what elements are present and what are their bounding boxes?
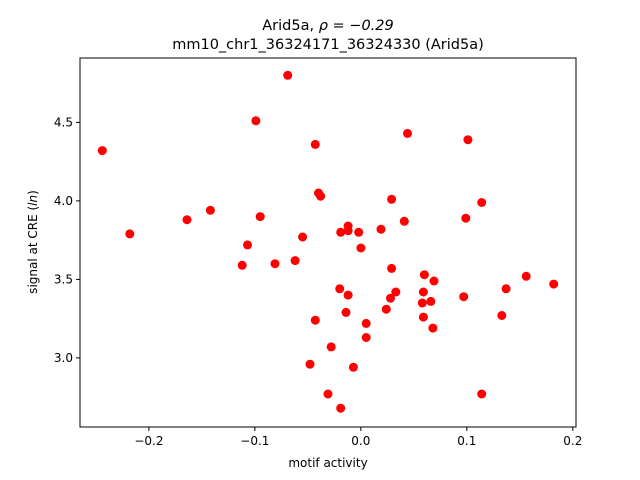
y-tick-label-0: 3.0 <box>54 351 73 365</box>
y-tick-label-1: 3.5 <box>54 272 73 286</box>
data-point-22 <box>243 240 252 250</box>
data-point-29 <box>521 271 531 281</box>
data-point-17 <box>343 226 353 236</box>
data-point-49 <box>326 342 336 352</box>
data-point-19 <box>354 227 364 237</box>
data-point-47 <box>428 323 438 333</box>
data-point-35 <box>418 287 428 297</box>
x-axis-ticks: −0.2 −0.1 0.0 0.1 0.2 <box>134 427 582 448</box>
data-point-9 <box>477 198 487 207</box>
data-point-41 <box>381 304 391 314</box>
data-point-23 <box>356 243 366 253</box>
x-axis-label: motif activity <box>288 456 367 470</box>
data-point-52 <box>323 389 333 399</box>
x-tick-label-2: 0.0 <box>351 434 370 448</box>
data-point-7 <box>316 191 326 201</box>
data-point-48 <box>361 333 371 342</box>
data-point-1 <box>251 116 261 126</box>
x-tick-label-3: 0.1 <box>457 434 476 448</box>
data-point-3 <box>310 139 320 149</box>
data-point-34 <box>391 287 401 297</box>
data-point-51 <box>348 362 358 372</box>
y-axis-label: signal at CRE (ln) <box>26 190 40 294</box>
data-point-28 <box>419 270 429 280</box>
data-point-27 <box>387 263 397 273</box>
x-tick-label-4: 0.2 <box>563 434 582 448</box>
data-point-25 <box>270 259 280 269</box>
data-point-11 <box>182 215 192 225</box>
data-point-37 <box>459 292 469 302</box>
data-point-44 <box>497 311 507 320</box>
data-point-45 <box>310 315 320 325</box>
data-point-13 <box>461 213 471 223</box>
y-tick-label-2: 4.0 <box>54 194 73 208</box>
data-point-30 <box>429 276 439 286</box>
data-point-50 <box>305 359 315 369</box>
data-point-16 <box>376 224 386 234</box>
data-point-53 <box>477 389 487 399</box>
data-point-0 <box>283 70 293 80</box>
data-point-21 <box>298 232 308 242</box>
y-axis-ticks: 3.0 3.5 4.0 4.5 <box>54 115 80 365</box>
data-point-24 <box>290 256 300 266</box>
data-point-2 <box>97 146 107 156</box>
data-point-14 <box>399 216 409 226</box>
data-point-18 <box>336 227 346 237</box>
data-point-26 <box>237 260 247 270</box>
data-point-43 <box>418 312 428 322</box>
chart-title-line1: Arid5a, ρ = −0.29 <box>262 18 393 34</box>
data-point-5 <box>463 135 473 145</box>
data-point-33 <box>335 284 345 294</box>
data-point-32 <box>501 284 511 294</box>
data-point-31 <box>549 279 559 289</box>
x-tick-label-1: −0.1 <box>240 434 269 448</box>
data-point-12 <box>255 212 265 222</box>
data-point-54 <box>336 403 346 413</box>
chart-title-line2: mm10_chr1_36324171_36324330 (Arid5a) <box>172 37 484 53</box>
y-tick-label-3: 4.5 <box>54 115 73 129</box>
data-point-42 <box>341 307 351 317</box>
data-point-8 <box>387 194 397 204</box>
data-point-4 <box>403 128 412 138</box>
data-point-38 <box>386 293 395 303</box>
data-point-36 <box>343 290 353 300</box>
data-point-20 <box>125 229 135 239</box>
points-layer <box>97 70 559 413</box>
data-point-46 <box>361 318 371 328</box>
data-point-40 <box>426 296 436 306</box>
data-point-10 <box>205 205 215 215</box>
x-tick-label-0: −0.2 <box>134 434 163 448</box>
plot-frame <box>79 57 577 428</box>
data-point-39 <box>417 298 427 308</box>
